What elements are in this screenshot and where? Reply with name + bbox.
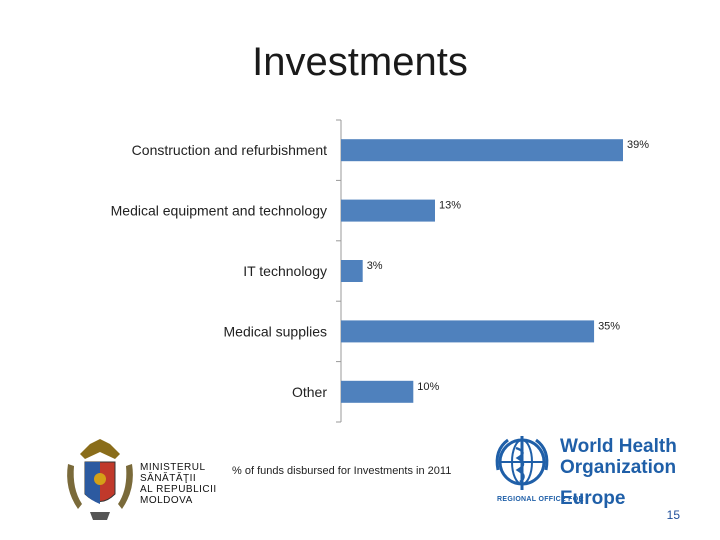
bar-chart: Construction and refurbishment 39% Medical… <box>111 119 649 423</box>
who-name-line: Organization <box>560 457 677 478</box>
category-label: Construction and refurbishment <box>132 142 327 158</box>
data-label: 3% <box>367 260 383 272</box>
category-label: IT technology <box>243 263 327 279</box>
ministry-line: SĂNĂTĂŢII <box>140 473 197 484</box>
ministry-line: AL REPUBLICII <box>140 484 217 495</box>
who-region: Europe <box>560 488 626 509</box>
bar <box>341 199 435 222</box>
moldova-coat-of-arms-icon <box>60 434 140 529</box>
data-label: 13% <box>439 200 461 212</box>
ministry-line: MOLDOVA <box>140 495 193 506</box>
who-name: World Health Organization <box>560 436 677 478</box>
category-label: Other <box>292 384 327 400</box>
who-regional-office: REGIONAL OFFICE FOR <box>497 496 584 503</box>
category-label: Medical equipment and technology <box>111 203 327 219</box>
bar <box>341 260 363 282</box>
bar <box>341 320 595 343</box>
data-label: 39% <box>627 139 649 151</box>
chart-caption: % of funds disbursed for Investments in … <box>232 465 452 477</box>
slide-title: Investments <box>252 40 468 84</box>
ministry-logo-text: MINISTERUL SĂNĂTĂŢII AL REPUBLICII MOLDO… <box>140 462 217 506</box>
who-name-line: World Health <box>560 436 677 457</box>
category-label: Medical supplies <box>224 323 328 339</box>
page-number: 15 <box>666 508 680 522</box>
bar <box>341 139 623 162</box>
data-label: 35% <box>598 320 620 332</box>
who-emblem-icon <box>490 430 554 499</box>
bar <box>341 380 414 403</box>
data-label: 10% <box>417 381 439 393</box>
ministry-line: MINISTERUL <box>140 462 206 473</box>
